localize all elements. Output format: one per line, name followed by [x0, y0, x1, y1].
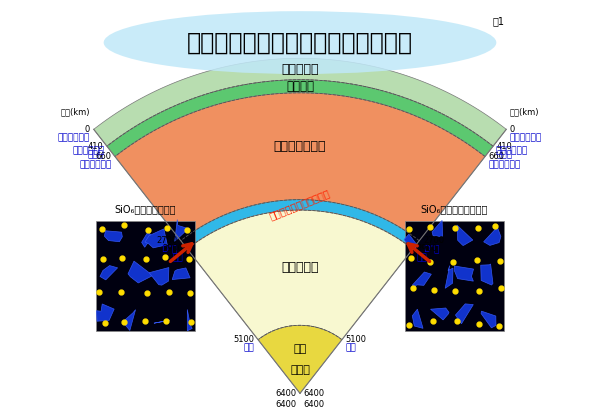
Text: SiO₆八面体が稜共有: SiO₆八面体が稜共有: [115, 204, 176, 214]
Text: 鉄合金: 鉄合金: [290, 365, 310, 375]
Text: 下部マントル: 下部マントル: [79, 161, 112, 169]
Polygon shape: [187, 310, 192, 331]
Text: SiO₆八面体が頂点共有: SiO₆八面体が頂点共有: [421, 204, 488, 214]
Text: 下部マントル: 下部マントル: [72, 147, 104, 156]
Polygon shape: [115, 93, 485, 241]
Text: 410: 410: [497, 142, 512, 151]
Polygon shape: [172, 268, 190, 280]
Text: 6400: 6400: [304, 389, 325, 398]
Text: 2700: 2700: [156, 236, 177, 245]
Text: 内核: 内核: [346, 344, 356, 353]
Text: 上部マントル: 上部マントル: [510, 133, 542, 142]
Text: 6400: 6400: [276, 400, 297, 409]
Polygon shape: [455, 304, 473, 324]
Polygon shape: [123, 310, 136, 330]
Text: スピネル: スピネル: [286, 80, 314, 93]
Polygon shape: [457, 225, 473, 245]
Text: ポスト・ペロブスカイト: ポスト・ペロブスカイト: [268, 188, 332, 222]
Text: 内核: 内核: [244, 344, 254, 353]
Polygon shape: [258, 325, 342, 393]
Text: 410: 410: [88, 142, 103, 151]
Polygon shape: [481, 311, 496, 328]
Polygon shape: [404, 234, 416, 248]
Polygon shape: [94, 58, 506, 146]
Text: 上部マントル: 上部マントル: [58, 133, 90, 142]
Text: 地球内部の層構造、ついに全容解明: 地球内部の層構造、ついに全容解明: [187, 31, 413, 55]
Text: 660: 660: [488, 152, 505, 161]
Polygon shape: [142, 232, 152, 247]
Polygon shape: [412, 309, 423, 328]
Text: 6400: 6400: [275, 389, 296, 398]
Text: かんらん石: かんらん石: [281, 63, 319, 76]
Text: ペロブスカイト: ペロブスカイト: [274, 140, 326, 153]
Bar: [96, 221, 195, 330]
Text: 外核: 外核: [173, 253, 184, 262]
Text: 下部マントル: 下部マントル: [496, 147, 528, 156]
Text: 0: 0: [510, 125, 515, 134]
Text: 遷移層: 遷移層: [87, 150, 103, 159]
Text: 5100: 5100: [346, 335, 367, 344]
Text: 深さ(km): 深さ(km): [510, 107, 539, 116]
Polygon shape: [431, 308, 449, 320]
Polygon shape: [104, 231, 122, 242]
Text: 下部マントル: 下部マントル: [488, 161, 521, 169]
Polygon shape: [97, 304, 114, 321]
Polygon shape: [454, 266, 473, 281]
Polygon shape: [128, 261, 153, 283]
Text: 2900: 2900: [163, 244, 184, 254]
Text: 5100: 5100: [233, 335, 254, 344]
Text: 660: 660: [95, 152, 112, 161]
Text: D"層: D"層: [161, 244, 177, 254]
Text: 2700: 2700: [423, 236, 444, 245]
Text: 0: 0: [85, 125, 90, 134]
Text: 2900: 2900: [416, 244, 437, 254]
Text: 固体: 固体: [293, 344, 307, 354]
Text: 図1: 図1: [492, 17, 504, 27]
Polygon shape: [107, 80, 493, 156]
Polygon shape: [445, 266, 453, 288]
Text: D"層: D"層: [423, 244, 439, 254]
Polygon shape: [484, 227, 501, 245]
Ellipse shape: [104, 11, 496, 74]
Polygon shape: [175, 220, 188, 242]
Polygon shape: [187, 210, 413, 340]
Bar: [405, 221, 504, 330]
Text: 液体鉄合金: 液体鉄合金: [281, 261, 319, 274]
Polygon shape: [432, 220, 443, 237]
Polygon shape: [412, 272, 431, 287]
Text: 遷移層: 遷移層: [497, 150, 513, 159]
Polygon shape: [181, 200, 419, 249]
Text: 6400: 6400: [303, 400, 324, 409]
Polygon shape: [481, 264, 493, 285]
Polygon shape: [154, 320, 170, 323]
Text: 深さ(km): 深さ(km): [61, 107, 90, 116]
Text: 外核: 外核: [416, 253, 427, 262]
Polygon shape: [145, 229, 167, 248]
Polygon shape: [100, 266, 118, 280]
Polygon shape: [149, 268, 169, 285]
